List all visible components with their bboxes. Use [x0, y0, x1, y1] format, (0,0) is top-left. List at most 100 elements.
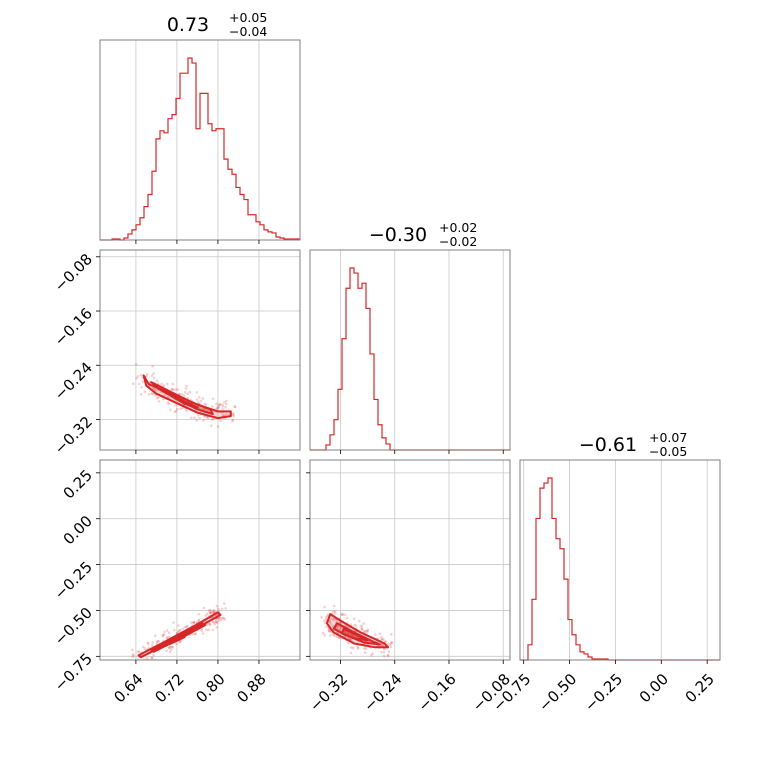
sample-point [150, 656, 153, 659]
sample-point [207, 628, 210, 632]
sample-point [205, 628, 208, 632]
title-lower-error: −0.02 [439, 234, 477, 249]
sample-point [151, 641, 155, 644]
title-lower-error: −0.05 [649, 444, 687, 459]
sample-point [174, 409, 178, 413]
sample-point [323, 605, 326, 609]
sample-point [179, 407, 182, 411]
sample-point [222, 602, 226, 605]
sample-point [132, 382, 135, 386]
title-upper-error: +0.05 [229, 10, 267, 25]
sample-point [201, 397, 205, 400]
sample-point [173, 410, 177, 414]
panel-frame [99, 459, 301, 661]
sample-point [131, 653, 135, 656]
sample-point [335, 635, 339, 638]
title-upper-error: +0.02 [439, 220, 477, 235]
x-tick-label: 0.64 [110, 670, 146, 706]
sample-point [201, 632, 205, 635]
sample-point [366, 628, 370, 632]
sample-point [326, 614, 329, 618]
sample-point [215, 621, 219, 624]
sample-point [371, 652, 374, 655]
sample-point [171, 645, 175, 649]
sample-point [192, 620, 196, 624]
sample-point [209, 611, 213, 614]
y-tick-label: −0.08 [51, 250, 96, 295]
sample-point [178, 640, 182, 644]
x-tick-label: −0.50 [535, 670, 580, 715]
sample-point [221, 407, 224, 411]
sample-point [134, 363, 138, 366]
sample-point [211, 397, 215, 401]
x-tick-label: −0.25 [581, 670, 626, 715]
sample-point [163, 630, 166, 634]
x-tick-label: −0.24 [360, 670, 405, 715]
sample-point [232, 412, 235, 415]
sample-point [171, 382, 174, 386]
x-tick-label: 0.88 [233, 670, 269, 706]
sample-point [199, 399, 203, 403]
sample-point [340, 612, 344, 616]
sample-point [217, 607, 220, 611]
sample-point [225, 399, 228, 403]
sample-point [354, 624, 358, 627]
sample-point [177, 630, 180, 634]
sample-point [166, 635, 169, 639]
sample-point [165, 649, 168, 652]
sample-point [360, 624, 363, 627]
panel-frame [99, 249, 301, 451]
sample-point [219, 618, 223, 622]
sample-point [143, 390, 147, 394]
sample-point [154, 634, 157, 637]
sample-point [139, 393, 143, 396]
sample-point [218, 616, 221, 620]
sample-point [212, 620, 216, 624]
sample-point [383, 647, 386, 651]
sample-point [323, 633, 326, 637]
sample-point [217, 403, 220, 407]
sample-point [132, 654, 136, 657]
panel-content [131, 602, 227, 660]
sample-point [362, 647, 366, 650]
sample-point [195, 419, 199, 422]
sample-point [380, 638, 384, 641]
histogram-line-2 [520, 477, 720, 661]
sample-point [233, 405, 236, 409]
sample-point [219, 419, 222, 423]
sample-point [192, 621, 195, 625]
sample-point [136, 375, 140, 378]
sample-point [208, 611, 212, 615]
sample-point [215, 402, 218, 406]
sample-point [180, 393, 183, 396]
sample-point [213, 623, 217, 626]
sample-point [341, 613, 345, 617]
sample-point [160, 382, 163, 386]
hist-title-0: 0.73 [167, 14, 209, 36]
sample-point [212, 620, 215, 624]
sample-point [384, 640, 387, 643]
x-tick-label: 0.72 [151, 670, 187, 706]
sample-point [185, 625, 189, 629]
sample-point [346, 642, 350, 645]
sample-point [324, 617, 328, 621]
sample-point [204, 614, 208, 617]
sample-point [328, 634, 332, 637]
sample-point [185, 624, 189, 628]
sample-point [186, 392, 189, 396]
sample-point [157, 400, 161, 403]
y-tick-label: −0.50 [51, 604, 96, 649]
sample-point [203, 402, 207, 406]
sample-point [143, 647, 147, 650]
sample-point [181, 627, 185, 630]
sample-point [201, 407, 204, 411]
sample-point [381, 644, 384, 647]
sample-point [353, 623, 356, 627]
sample-point [179, 639, 182, 643]
sample-point [172, 388, 175, 392]
panel-p1_p0 [96, 249, 301, 454]
sample-point [218, 403, 222, 406]
histogram-line-0 [100, 57, 300, 241]
sample-point [389, 642, 393, 646]
